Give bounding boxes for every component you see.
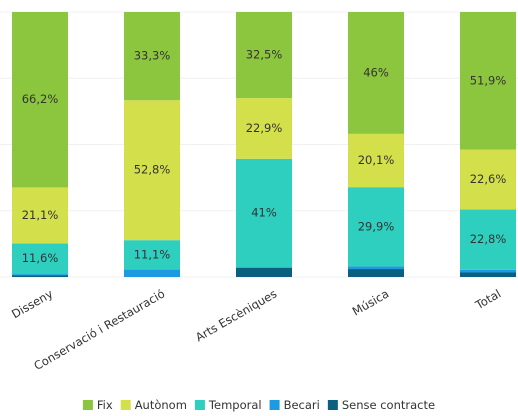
legend-label: Sense contracte [342,398,435,412]
bar-segment [12,243,68,275]
bar-segment [124,100,180,241]
x-tick-label: Arts Escèniques [193,287,279,345]
bar-segment [236,158,292,268]
data-label: 46% [363,65,389,79]
bar-segment [124,269,180,277]
data-label: 22,8% [470,232,507,246]
bar-segment [12,275,68,277]
x-tick-label: Total [472,287,503,313]
bar-segment [348,12,404,134]
bar-segment [236,267,292,268]
data-label: 22,9% [246,121,283,135]
bar-segment [460,272,516,277]
legend-swatch [120,400,131,410]
x-tick-label: Música [350,287,391,319]
data-label: 11,1% [134,247,171,261]
bar-segment [348,269,404,277]
data-label: 52,8% [134,163,171,177]
legend-swatch [194,400,205,410]
bar-segment [236,267,292,277]
bar-segment [124,240,180,270]
data-label: 21,1% [22,208,59,222]
data-label: 20,1% [358,153,395,167]
data-label: 29,9% [358,219,395,233]
data-label: 11,6% [22,251,59,265]
x-tick-label: Disseny [9,286,55,321]
legend-label: Temporal [208,398,262,412]
bar-segment [12,12,68,188]
legend-label: Becari [284,398,320,412]
bar-segment [348,187,404,267]
bar-segment [236,12,292,99]
legend: Fix Autònom Temporal Becari Sense contracte [82,398,435,412]
bar-segment [236,98,292,159]
bar-segment [124,12,180,101]
data-label: 41% [251,206,277,220]
bar-segment [12,187,68,244]
legend-swatch [269,400,280,410]
legend-label: Autònom [135,398,187,412]
legend-swatch [82,400,93,410]
bar-segment [12,274,68,276]
data-label: 66,2% [22,92,59,106]
bar-segment [460,269,516,273]
data-label: 33,3% [134,49,171,63]
bar-segment [460,209,516,270]
legend-swatch [327,400,338,410]
bar-segment [348,133,404,188]
data-label: 22,6% [470,172,507,186]
bar-segment [460,12,516,150]
legend-label: Fix [97,398,113,412]
bar-segment [460,149,516,210]
bar-segment [348,266,404,270]
data-label: 51,9% [470,73,507,87]
data-label: 32,5% [246,48,283,62]
